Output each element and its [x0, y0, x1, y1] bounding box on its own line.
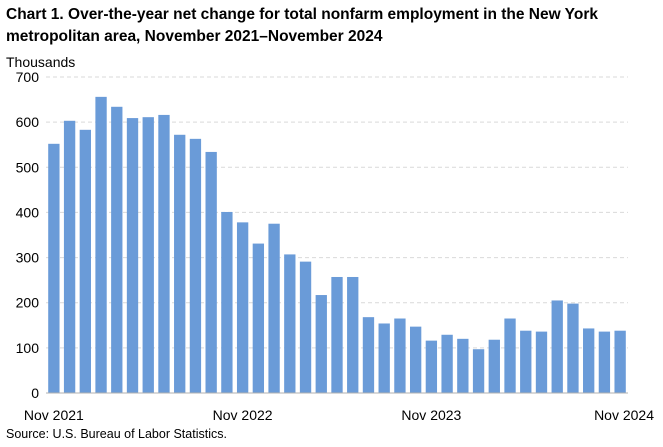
bar-sep-2023	[394, 318, 406, 393]
y-axis-unit-label: Thousands	[6, 54, 75, 70]
bar-may-2023	[331, 276, 343, 393]
bar-oct-2023	[409, 326, 422, 393]
bar-oct-2024	[598, 331, 611, 393]
source-note: Source: U.S. Bureau of Labor Statistics.	[6, 427, 227, 441]
bar-jun-2024	[535, 331, 548, 393]
bar-feb-2023	[284, 254, 296, 393]
bar-aug-2024	[567, 303, 579, 393]
bar-nov-2022	[236, 222, 249, 393]
bar-aug-2022	[189, 138, 202, 393]
x-tick-label: Nov 2023	[401, 407, 461, 423]
y-tick-label: 100	[16, 340, 40, 356]
bar-jul-2022	[174, 134, 186, 394]
bar-nov-2021	[48, 143, 60, 393]
bar-apr-2022	[126, 118, 139, 393]
bar-mar-2024	[488, 339, 500, 393]
bar-dec-2021	[63, 120, 76, 393]
bar-dec-2023	[441, 334, 453, 393]
x-tick-label: Nov 2022	[213, 407, 273, 423]
bar-nov-2024	[614, 330, 626, 393]
bar-dec-2022	[252, 243, 265, 393]
bar-apr-2024	[504, 318, 516, 393]
y-tick-label: 500	[16, 159, 40, 175]
bar-jan-2024	[457, 338, 469, 393]
y-axis-ticks: 0 100 200 300 400 500 600 700	[16, 69, 40, 401]
bar-mar-2022	[111, 106, 123, 394]
bar-jun-2023	[347, 276, 359, 393]
y-tick-label: 200	[16, 295, 40, 311]
bar-jul-2023	[362, 317, 375, 393]
y-tick-label: 600	[16, 114, 40, 130]
bar-apr-2023	[315, 295, 327, 393]
bar-may-2024	[520, 330, 532, 393]
bar-may-2022	[142, 117, 154, 394]
y-tick-label: 400	[16, 204, 40, 220]
x-tick-label: Nov 2021	[24, 407, 84, 423]
bar-sep-2022	[205, 151, 217, 393]
bar-jul-2024	[551, 300, 563, 393]
x-tick-label: Nov 2024	[594, 407, 654, 423]
bar-nov-2023	[425, 340, 438, 393]
bars	[48, 96, 626, 394]
y-tick-label: 0	[31, 385, 39, 401]
bar-feb-2024	[472, 349, 485, 393]
bar-sep-2024	[583, 328, 595, 393]
y-tick-label: 700	[16, 69, 40, 85]
bar-jan-2023	[268, 223, 280, 393]
bar-oct-2022	[221, 211, 233, 393]
bar-aug-2023	[378, 323, 390, 393]
y-tick-label: 300	[16, 250, 40, 266]
bar-mar-2023	[299, 261, 312, 393]
x-axis-ticks: Nov 2021 Nov 2022 Nov 2023 Nov 2024	[24, 407, 654, 423]
bar-feb-2022	[95, 96, 107, 393]
bar-jan-2022	[79, 129, 91, 393]
bar-jun-2022	[158, 114, 170, 394]
chart-title: Chart 1. Over-the-year net change for to…	[6, 6, 598, 45]
